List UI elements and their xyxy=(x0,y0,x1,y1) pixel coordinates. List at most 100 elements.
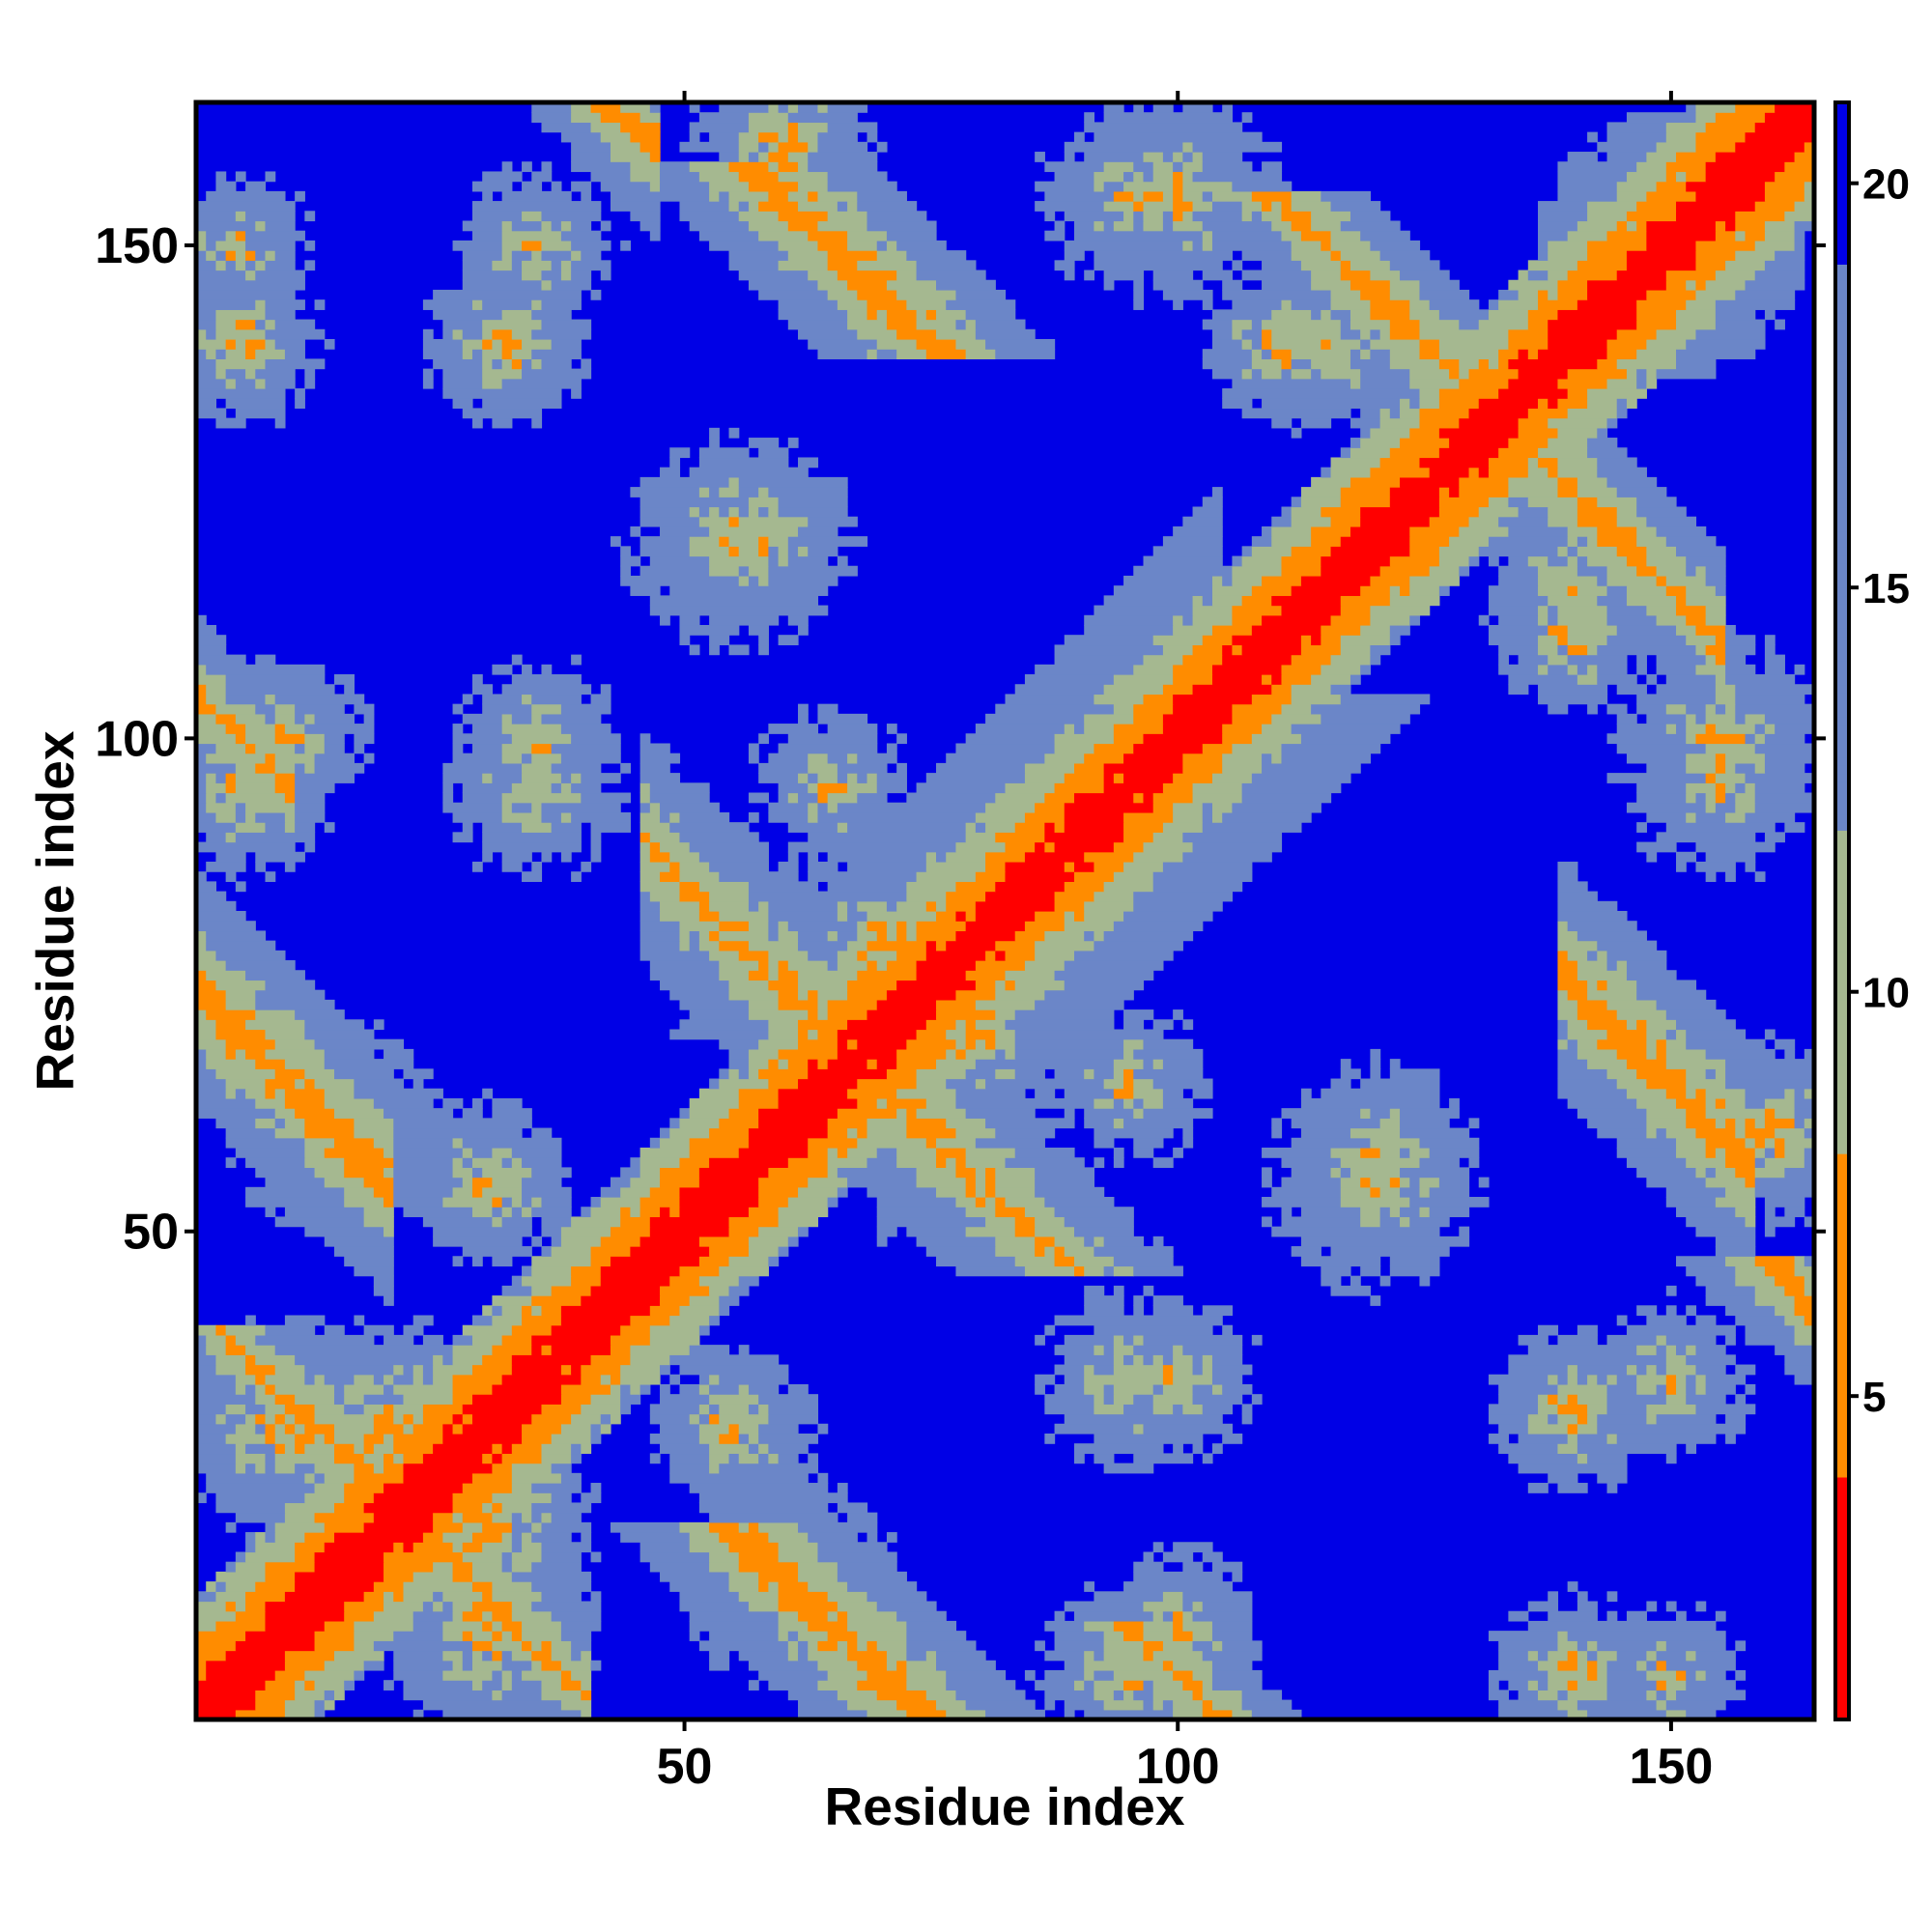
heatmap-cell xyxy=(1616,270,1667,281)
heatmap-cell xyxy=(452,832,473,843)
heatmap-cell xyxy=(1152,1383,1164,1395)
heatmap-cell xyxy=(787,1157,829,1168)
heatmap-cell xyxy=(1064,270,1075,281)
heatmap-cell xyxy=(827,753,848,764)
heatmap-cell xyxy=(1488,497,1509,508)
heatmap-cell xyxy=(679,1521,710,1533)
heatmap-cell xyxy=(471,230,503,242)
heatmap-cell xyxy=(196,614,207,626)
heatmap-cell xyxy=(482,832,582,843)
heatmap-cell xyxy=(501,349,513,359)
heatmap-cell xyxy=(867,921,888,932)
heatmap-cell xyxy=(393,1118,532,1129)
heatmap-cell xyxy=(975,328,1036,340)
heatmap-cell xyxy=(649,1226,730,1237)
heatmap-cell xyxy=(1764,762,1805,774)
heatmap-cell xyxy=(354,1631,394,1641)
heatmap-cell xyxy=(1616,328,1658,340)
heatmap-cell xyxy=(225,338,237,350)
heatmap-cell xyxy=(1044,1620,1085,1632)
heatmap-cell xyxy=(1232,743,1283,754)
heatmap-cell xyxy=(1715,152,1796,162)
colorbar-segment xyxy=(1835,1178,1849,1187)
heatmap-cell xyxy=(719,1295,740,1306)
heatmap-cell xyxy=(373,1097,434,1109)
heatmap-cell xyxy=(196,911,246,922)
heatmap-cell xyxy=(1606,575,1658,586)
heatmap-cell xyxy=(541,1404,582,1415)
heatmap-cell xyxy=(1211,1699,1243,1711)
heatmap-cell xyxy=(738,487,759,497)
heatmap-cell xyxy=(1064,1354,1115,1366)
heatmap-cell xyxy=(1419,457,1490,469)
heatmap-cell xyxy=(363,1394,405,1405)
heatmap-cell xyxy=(1656,1660,1667,1671)
heatmap-cell xyxy=(1173,1699,1204,1711)
heatmap-cell xyxy=(1557,1038,1569,1050)
heatmap-cell xyxy=(1695,240,1756,251)
colorbar-segment xyxy=(1835,1605,1849,1615)
heatmap-cell xyxy=(1488,1690,1509,1701)
heatmap-cell xyxy=(471,1571,513,1582)
heatmap-cell xyxy=(1370,270,1401,281)
heatmap-cell xyxy=(867,1532,878,1543)
heatmap-cell xyxy=(719,1118,759,1129)
heatmap-cell xyxy=(1054,1345,1095,1355)
heatmap-cell xyxy=(1705,724,1717,734)
heatmap-cell xyxy=(1005,841,1036,853)
heatmap-cell xyxy=(758,201,799,212)
heatmap-cell xyxy=(906,881,957,893)
heatmap-cell xyxy=(1577,1453,1588,1464)
heatmap-cell xyxy=(1715,684,1736,696)
heatmap-cell xyxy=(393,1660,454,1671)
heatmap-cell xyxy=(1775,1137,1785,1149)
heatmap-cell xyxy=(1557,1660,1578,1671)
heatmap-cell xyxy=(581,1295,661,1306)
heatmap-cell xyxy=(738,1591,780,1603)
heatmap-cell xyxy=(1330,614,1371,626)
heatmap-cell xyxy=(1695,1601,1707,1612)
heatmap-cell xyxy=(1360,585,1391,596)
heatmap-cell xyxy=(1784,1364,1815,1376)
heatmap-cell xyxy=(1735,1315,1785,1326)
heatmap-cell xyxy=(1064,881,1105,893)
heatmap-cell xyxy=(1665,1197,1717,1208)
heatmap-cell xyxy=(590,122,621,133)
heatmap-cell xyxy=(787,851,799,863)
heatmap-cell xyxy=(501,1551,513,1563)
heatmap-cell xyxy=(571,782,602,794)
heatmap-cell xyxy=(1300,230,1332,242)
heatmap-cell xyxy=(955,1038,967,1050)
heatmap-cell xyxy=(679,930,691,942)
heatmap-cell xyxy=(906,891,947,902)
heatmap-cell xyxy=(501,1631,513,1641)
heatmap-cell xyxy=(1784,1315,1805,1326)
heatmap-cell xyxy=(1084,1364,1095,1376)
heatmap-cell xyxy=(768,1404,819,1415)
heatmap-cell xyxy=(669,1315,710,1326)
heatmap-cell xyxy=(215,1591,246,1603)
heatmap-cell xyxy=(1211,1354,1243,1366)
heatmap-cell xyxy=(679,1118,720,1129)
heatmap-cell xyxy=(1133,664,1174,675)
heatmap-cell xyxy=(373,1581,405,1592)
heatmap-cell xyxy=(1577,1433,1608,1444)
heatmap-cell xyxy=(1262,1197,1342,1208)
heatmap-cell xyxy=(1202,1305,1234,1317)
x-axis-title: Residue index xyxy=(825,1776,1185,1836)
heatmap-cell xyxy=(1429,1207,1470,1218)
heatmap-cell xyxy=(235,811,246,823)
heatmap-cell xyxy=(1606,1068,1637,1080)
heatmap-cell xyxy=(384,1601,424,1612)
heatmap-cell xyxy=(1794,1305,1815,1317)
heatmap-cell xyxy=(808,861,838,872)
heatmap-cell xyxy=(1587,1650,1598,1662)
heatmap-cell xyxy=(896,1147,937,1158)
heatmap-cell xyxy=(295,1571,384,1582)
heatmap-cell xyxy=(630,1157,641,1168)
heatmap-cell xyxy=(1173,703,1234,715)
heatmap-cell xyxy=(1636,703,1667,715)
heatmap-cell xyxy=(255,654,276,666)
heatmap-cell xyxy=(1676,171,1687,183)
heatmap-cell xyxy=(738,476,848,488)
